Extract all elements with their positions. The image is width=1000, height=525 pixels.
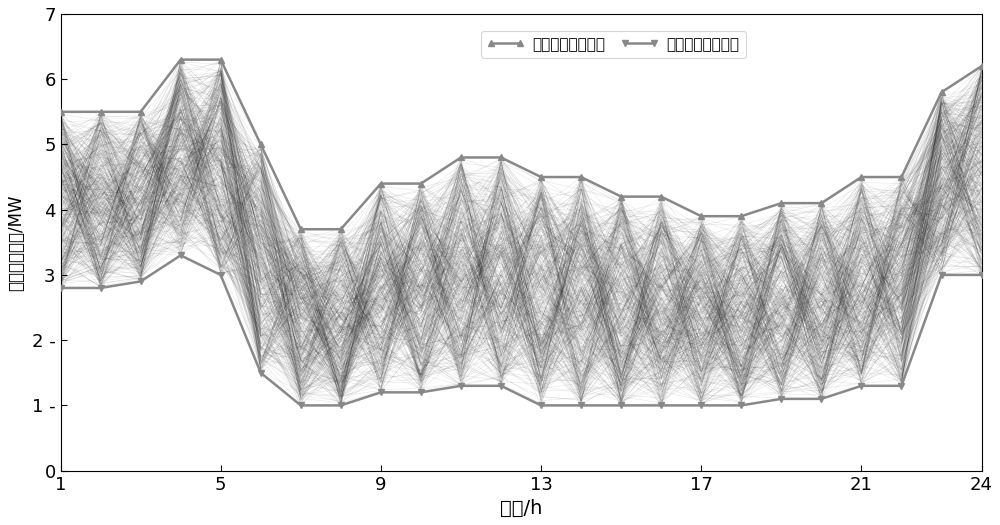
风电可发功率下限 (255, 370, 267, 376)
风电可发功率下限 (335, 402, 347, 408)
风电可发功率上限 (495, 154, 507, 161)
风电可发功率上限 (655, 194, 667, 200)
风电可发功率下限 (695, 402, 707, 408)
Line: 风电可发功率上限: 风电可发功率上限 (57, 56, 985, 233)
风电可发功率下限 (735, 402, 747, 408)
风电可发功率上限 (215, 57, 227, 63)
风电可发功率上限 (255, 141, 267, 148)
风电可发功率下限 (375, 389, 387, 395)
风电可发功率下限 (895, 383, 907, 389)
Legend: 风电可发功率上限, 风电可发功率下限: 风电可发功率上限, 风电可发功率下限 (481, 31, 746, 58)
风电可发功率上限 (855, 174, 867, 180)
风电可发功率下限 (575, 402, 587, 408)
风电可发功率上限 (575, 174, 587, 180)
风电可发功率下限 (54, 285, 66, 291)
风电可发功率下限 (815, 396, 827, 402)
风电可发功率上限 (295, 226, 307, 233)
风电可发功率上限 (815, 200, 827, 206)
Y-axis label: 风电可发功率/MW: 风电可发功率/MW (7, 194, 25, 290)
风电可发功率下限 (535, 402, 547, 408)
风电可发功率上限 (615, 194, 627, 200)
风电可发功率上限 (54, 109, 66, 115)
风电可发功率上限 (895, 174, 907, 180)
风电可发功率上限 (175, 57, 187, 63)
风电可发功率下限 (95, 285, 107, 291)
风电可发功率上限 (976, 63, 988, 69)
风电可发功率下限 (615, 402, 627, 408)
风电可发功率下限 (215, 272, 227, 278)
风电可发功率上限 (375, 181, 387, 187)
风电可发功率下限 (936, 272, 948, 278)
X-axis label: 时间/h: 时间/h (500, 499, 542, 518)
风电可发功率上限 (735, 213, 747, 219)
风电可发功率下限 (295, 402, 307, 408)
风电可发功率下限 (855, 383, 867, 389)
风电可发功率上限 (415, 181, 427, 187)
风电可发功率下限 (455, 383, 467, 389)
风电可发功率上限 (335, 226, 347, 233)
风电可发功率下限 (415, 389, 427, 395)
风电可发功率下限 (976, 272, 988, 278)
风电可发功率上限 (535, 174, 547, 180)
风电可发功率上限 (455, 154, 467, 161)
风电可发功率上限 (95, 109, 107, 115)
风电可发功率下限 (775, 396, 787, 402)
风电可发功率下限 (655, 402, 667, 408)
风电可发功率上限 (695, 213, 707, 219)
风电可发功率下限 (175, 252, 187, 258)
风电可发功率上限 (135, 109, 147, 115)
风电可发功率上限 (775, 200, 787, 206)
风电可发功率下限 (135, 278, 147, 285)
Line: 风电可发功率下限: 风电可发功率下限 (57, 252, 985, 409)
风电可发功率下限 (495, 383, 507, 389)
风电可发功率上限 (936, 89, 948, 96)
